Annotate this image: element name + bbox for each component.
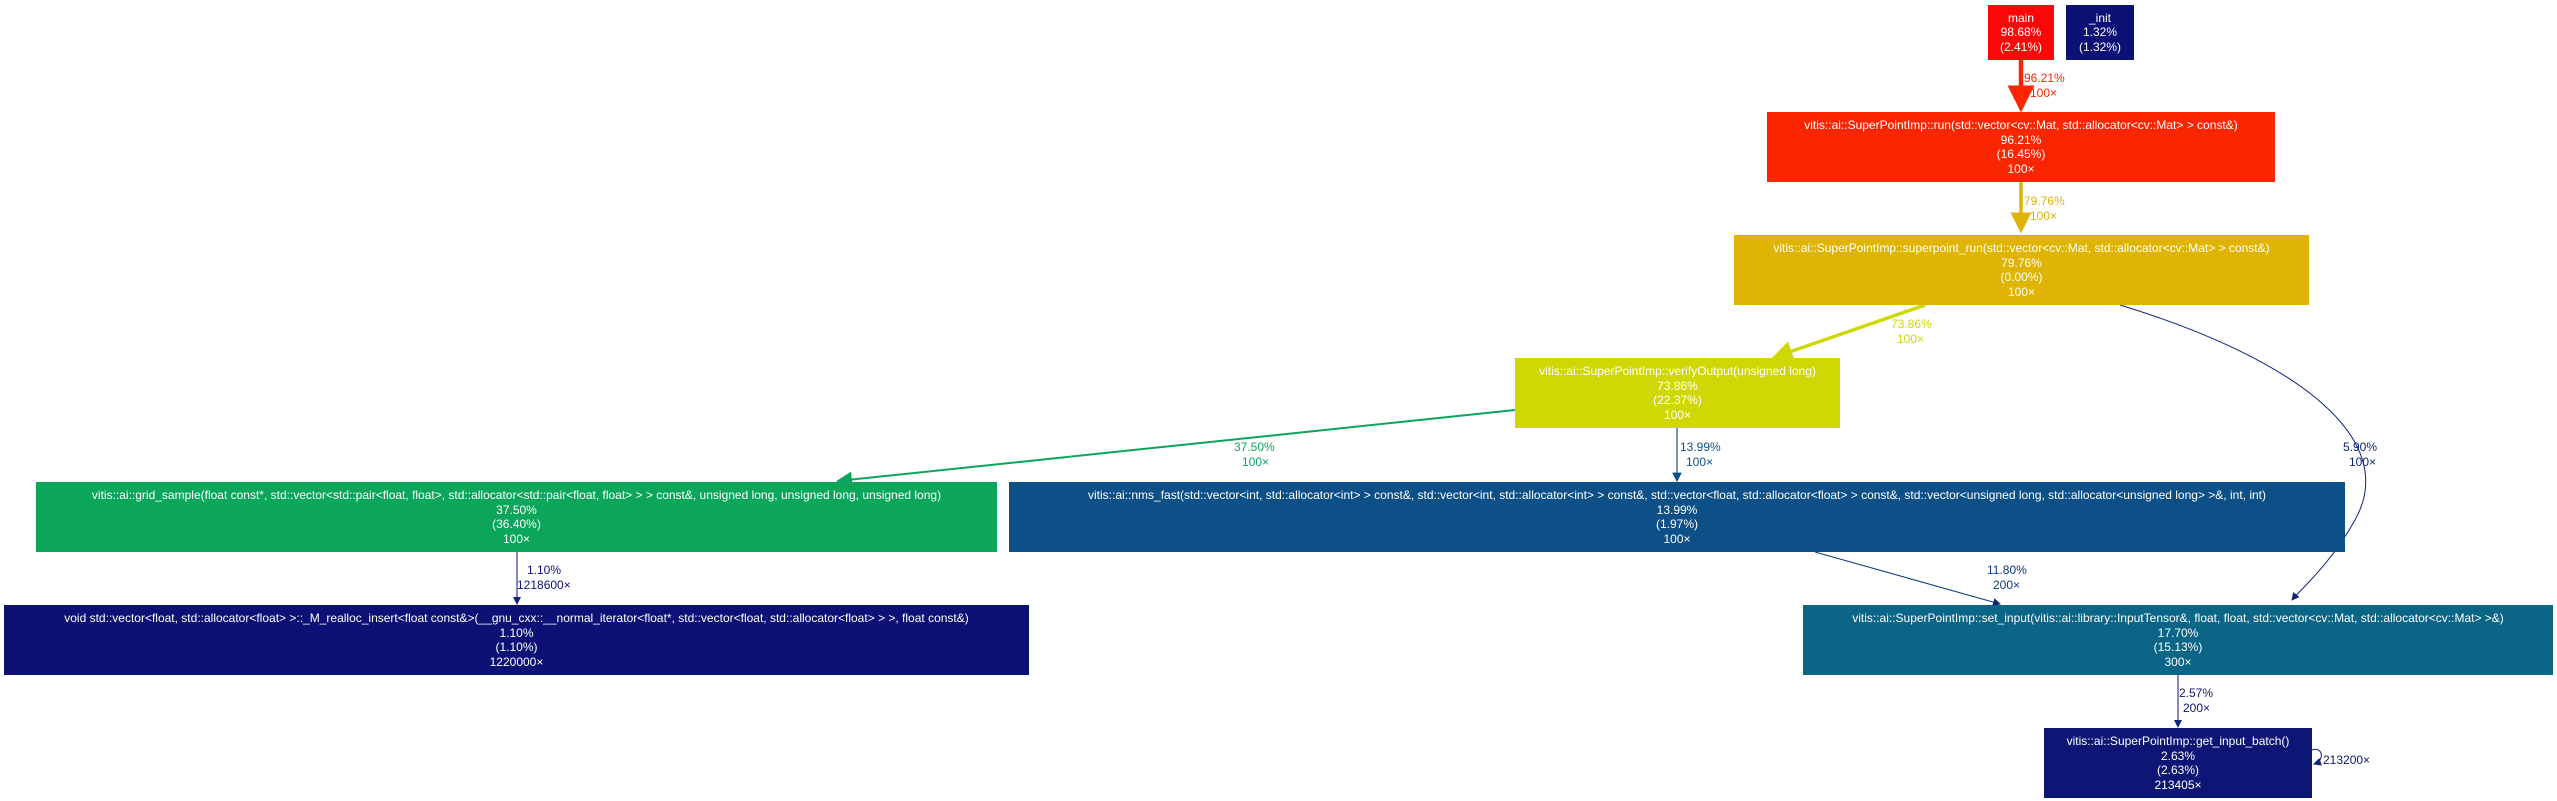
node-nms-fast-calls: 100× xyxy=(1663,531,1691,546)
edge-label-superpoint-run-set-input: 5.90% 100× xyxy=(2343,440,2377,469)
edge-label-superpoint-run-verify: 73.86% 100× xyxy=(1891,317,1932,346)
edge-label-get-input-batch-self: 213200× xyxy=(2323,753,2370,768)
edge-label-verify-grid-sample-calls: 100× xyxy=(1242,454,1270,469)
node-superpoint-run-total: 79.76% xyxy=(2001,255,2042,270)
node-get-input-batch-calls: 213405× xyxy=(2154,777,2202,792)
node-superpoint-run-name: vitis::ai::SuperPointImp::superpoint_run… xyxy=(1773,241,2270,255)
node-set-input-name: vitis::ai::SuperPointImp::set_input(viti… xyxy=(1852,611,2504,625)
node-run-name: vitis::ai::SuperPointImp::run(std::vecto… xyxy=(1804,118,2238,132)
node-superpoint-run-calls: 100× xyxy=(2007,284,2036,299)
node-set-input-calls: 300× xyxy=(2164,654,2192,669)
edge-label-superpoint-run-verify-calls: 100× xyxy=(1897,331,1925,346)
node-nms-fast[interactable]: vitis::ai::nms_fast(std::vector<int, std… xyxy=(1009,482,2345,552)
node-run-calls: 100× xyxy=(2007,161,2035,176)
node-realloc-insert[interactable]: void std::vector<float, std::allocator<f… xyxy=(4,605,1029,675)
edge-superpoint-run-to-verify xyxy=(1771,303,1926,362)
node-set-input-total: 17.70% xyxy=(2157,625,2199,640)
node-realloc-insert-self: (1.10%) xyxy=(495,640,538,654)
node-realloc-insert-calls: 1220000× xyxy=(489,654,544,669)
node-init-name: _init xyxy=(2088,10,2111,25)
node-superpoint-run-self: (0.00%) xyxy=(2000,270,2043,284)
node-get-input-batch-name: vitis::ai::SuperPointImp::get_input_batc… xyxy=(2066,734,2290,748)
node-run[interactable]: vitis::ai::SuperPointImp::run(std::vecto… xyxy=(1767,112,2275,182)
edge-get-input-batch-self-loop xyxy=(2311,748,2322,766)
node-run-self: (16.45%) xyxy=(1996,147,2046,161)
edge-superpoint-run-to-set-input xyxy=(2119,304,2367,601)
node-init[interactable]: _init 1.32% (1.32%) xyxy=(2066,5,2134,60)
node-run-total: 96.21% xyxy=(2000,132,2042,147)
edge-nms-fast-to-set-input xyxy=(1814,551,2001,606)
edge-label-set-input-get-input-batch-pct: 2.57% xyxy=(2179,686,2214,700)
node-get-input-batch-self: (2.63%) xyxy=(2156,763,2200,777)
edge-label-run-superpoint-run-pct: 79.76% xyxy=(2024,194,2065,208)
node-set-input[interactable]: vitis::ai::SuperPointImp::set_input(viti… xyxy=(1803,605,2553,675)
node-verify-output-calls: 100× xyxy=(1663,407,1692,422)
node-grid-sample-name: vitis::ai::grid_sample(float const*, std… xyxy=(91,488,942,502)
edge-label-run-superpoint-run-calls: 100× xyxy=(2030,208,2058,223)
node-main-self: (2.41%) xyxy=(1999,39,2043,54)
node-init-total: 1.32% xyxy=(2082,25,2118,40)
node-grid-sample[interactable]: vitis::ai::grid_sample(float const*, std… xyxy=(36,482,997,552)
node-grid-sample-self: (36.40%) xyxy=(492,517,541,531)
edge-label-superpoint-run-set-input-pct: 5.90% xyxy=(2343,440,2378,454)
edge-label-set-input-get-input-batch: 2.57% 200× xyxy=(2179,686,2213,715)
edge-label-verify-grid-sample-pct: 37.50% xyxy=(1234,440,1275,454)
edge-label-superpoint-run-set-input-calls: 100× xyxy=(2349,454,2377,469)
node-superpoint-run[interactable]: vitis::ai::SuperPointImp::superpoint_run… xyxy=(1734,235,2309,305)
node-nms-fast-total: 13.99% xyxy=(1656,502,1698,517)
edge-label-main-run-calls: 100× xyxy=(2030,85,2058,100)
edge-label-set-input-get-input-batch-calls: 200× xyxy=(2183,700,2211,715)
node-verify-output-total: 73.86% xyxy=(1657,378,1698,393)
node-main-name: main xyxy=(2007,10,2034,25)
edge-label-verify-nms-fast-pct: 13.99% xyxy=(1680,440,1721,454)
edge-label-grid-sample-realloc: 1.10% 1218600× xyxy=(517,563,571,592)
edge-label-run-superpoint-run: 79.76% 100× xyxy=(2024,194,2065,223)
node-get-input-batch-total: 2.63% xyxy=(2160,748,2196,763)
node-nms-fast-name: vitis::ai::nms_fast(std::vector<int, std… xyxy=(1088,488,2266,502)
node-verify-output-name: vitis::ai::SuperPointImp::verifyOutput(u… xyxy=(1539,364,1816,378)
edge-label-main-run: 96.21% 100× xyxy=(2024,71,2065,100)
edge-label-grid-sample-realloc-calls: 1218600× xyxy=(517,577,571,592)
edge-label-nms-fast-set-input-calls: 200× xyxy=(1993,577,2021,592)
node-verify-output-self: (22.37%) xyxy=(1653,393,1702,407)
node-nms-fast-self: (1.97%) xyxy=(1655,517,1699,531)
node-set-input-self: (15.13%) xyxy=(2153,640,2203,654)
node-get-input-batch[interactable]: vitis::ai::SuperPointImp::get_input_batc… xyxy=(2044,728,2312,798)
edge-label-verify-nms-fast-calls: 100× xyxy=(1686,454,1714,469)
node-verify-output[interactable]: vitis::ai::SuperPointImp::verifyOutput(u… xyxy=(1515,358,1840,428)
node-realloc-insert-name: void std::vector<float, std::allocator<f… xyxy=(64,611,969,625)
edge-label-nms-fast-set-input: 11.80% 200× xyxy=(1987,563,2027,592)
node-init-self: (1.32%) xyxy=(2078,39,2122,54)
node-main[interactable]: main 98.68% (2.41%) xyxy=(1988,5,2054,60)
edge-verify-to-grid-sample xyxy=(836,409,1516,488)
node-main-total: 98.68% xyxy=(2000,25,2042,40)
edge-label-superpoint-run-verify-pct: 73.86% xyxy=(1891,317,1932,331)
edge-label-get-input-batch-self-calls: 213200× xyxy=(2323,753,2371,767)
edge-label-verify-nms-fast: 13.99% 100× xyxy=(1680,440,1721,469)
node-realloc-insert-total: 1.10% xyxy=(499,625,534,640)
edge-label-grid-sample-realloc-pct: 1.10% xyxy=(527,563,562,577)
edge-label-nms-fast-set-input-pct: 11.80% xyxy=(1987,563,2027,577)
edge-label-main-run-pct: 96.21% xyxy=(2024,71,2065,85)
edge-label-verify-grid-sample: 37.50% 100× xyxy=(1234,440,1275,469)
node-grid-sample-total: 37.50% xyxy=(496,502,537,517)
node-grid-sample-calls: 100× xyxy=(502,531,531,546)
